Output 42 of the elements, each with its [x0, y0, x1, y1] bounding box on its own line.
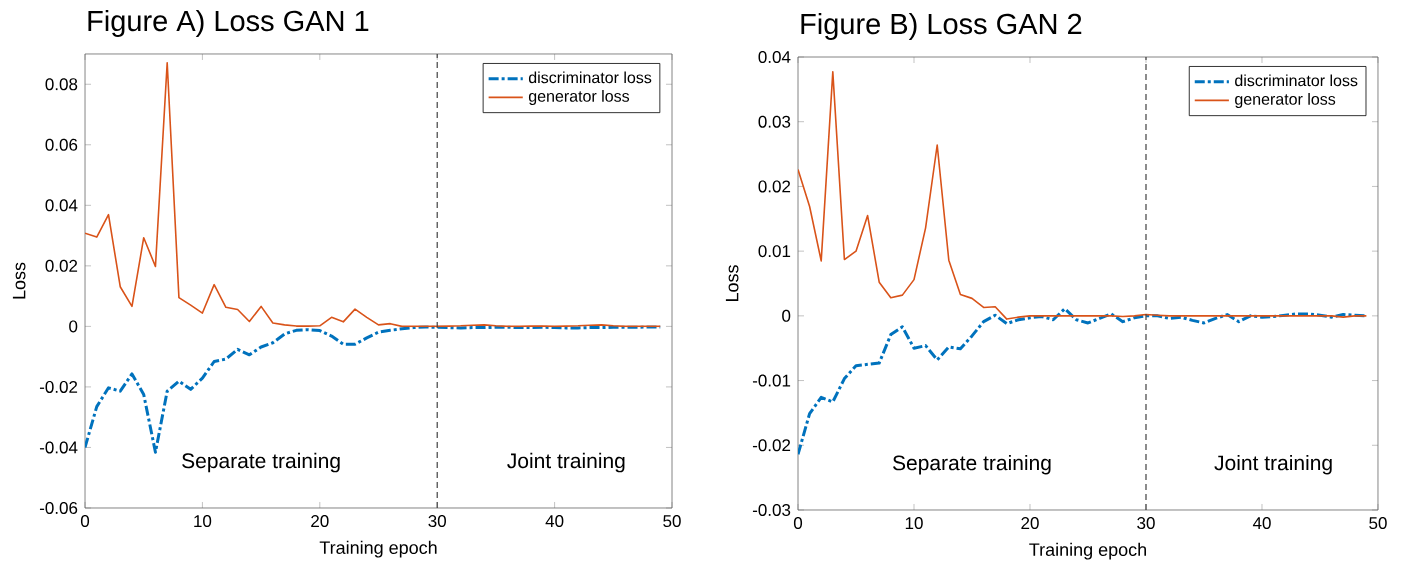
annotation: Separate training — [182, 452, 340, 473]
y-tick-label: 0.08 — [45, 78, 78, 91]
legend-label: discriminator loss — [1235, 74, 1358, 87]
y-tick-label: 0.06 — [45, 138, 78, 151]
x-tick-label: 20 — [1021, 517, 1039, 530]
legend-label: generator loss — [1235, 93, 1336, 108]
x-tick-label: 40 — [1252, 517, 1271, 530]
y-tick-label: 0.04 — [758, 51, 791, 64]
x-tick-label: 10 — [194, 515, 212, 528]
x-tick-label: 30 — [1137, 517, 1155, 530]
y-tick-label: 0.02 — [758, 180, 791, 193]
annotation: Joint training — [1214, 454, 1332, 475]
y-tick-label: 0.02 — [45, 259, 78, 272]
y-tick-label: -0.01 — [752, 374, 791, 387]
y-tick-label: 0.03 — [758, 115, 791, 128]
y-tick-label: 0 — [782, 309, 791, 322]
x-axis-title: Training epoch — [319, 540, 437, 558]
x-tick-label: 40 — [545, 515, 564, 528]
y-tick-label: -0.06 — [39, 501, 78, 514]
annotation: Joint training — [507, 452, 625, 473]
x-tick-label: 20 — [311, 515, 329, 528]
chart-title: Figure B) Loss GAN 2 — [801, 12, 1082, 40]
x-tick-label: 0 — [793, 517, 803, 530]
y-tick-label: -0.04 — [39, 441, 78, 454]
x-axis-title: Training epoch — [1029, 542, 1146, 560]
chart-title: Figure A) Loss GAN 1 — [88, 9, 369, 37]
legend-label: discriminator loss — [528, 71, 652, 84]
y-tick-label: -0.03 — [752, 503, 791, 516]
y-axis-title: Loss — [12, 262, 26, 299]
x-tick-label: 30 — [428, 515, 446, 528]
x-tick-label: 10 — [905, 517, 923, 530]
x-tick-label: 50 — [1369, 517, 1387, 530]
y-tick-label: 0.01 — [758, 245, 791, 258]
y-tick-label: 0 — [69, 320, 78, 333]
annotation: Separate training — [892, 454, 1051, 475]
y-tick-label: -0.02 — [752, 439, 791, 452]
y-tick-label: -0.02 — [39, 380, 78, 393]
x-tick-label: 0 — [80, 515, 90, 528]
y-axis-title: Loss — [725, 265, 739, 302]
y-tick-label: 0.04 — [45, 199, 78, 212]
legend-label: generator loss — [528, 90, 630, 105]
x-tick-label: 50 — [663, 515, 681, 528]
